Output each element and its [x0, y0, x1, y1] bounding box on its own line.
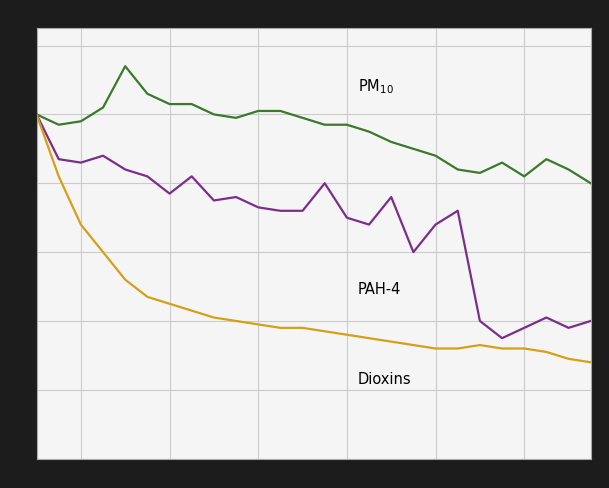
Text: PM$_{10}$: PM$_{10}$ — [358, 77, 394, 96]
Text: Dioxins: Dioxins — [358, 371, 412, 386]
Text: PAH-4: PAH-4 — [358, 282, 401, 297]
